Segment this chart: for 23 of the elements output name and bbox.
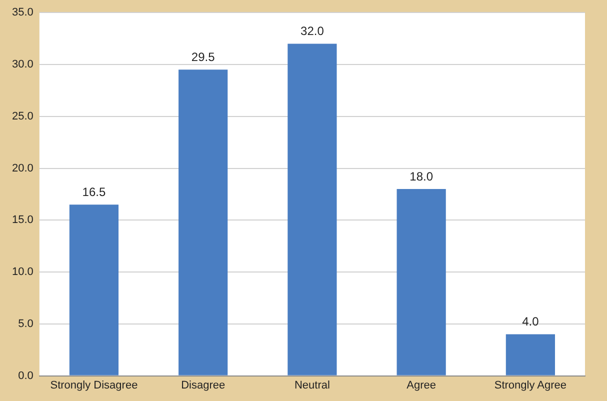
x-tick-label: Strongly Agree [494,379,567,392]
bar [506,334,555,376]
bar [288,44,337,376]
data-label: 4.0 [522,314,540,329]
y-tick-label: 35.0 [12,6,34,19]
data-label: 16.5 [82,184,106,199]
bar [396,189,446,376]
y-tick-label: 0.0 [18,370,34,382]
y-tick-label: 25.0 [12,110,34,122]
y-tick-label: 20.0 [12,162,34,174]
x-tick-label: Strongly Disagree [50,379,138,392]
y-tick-label: 15.0 [12,214,34,226]
y-tick-label: 10.0 [12,266,34,278]
data-label: 32.0 [300,24,324,38]
x-tick-label: Disagree [181,379,226,392]
bar [178,70,228,376]
y-tick-label: 5.0 [18,318,34,330]
data-label: 29.5 [191,50,216,64]
x-tick-label: Neutral [294,379,330,392]
x-tick-label: Agree [406,379,436,392]
data-label: 18.0 [410,169,434,184]
bar [69,204,119,376]
y-tick-label: 30.0 [12,58,34,71]
